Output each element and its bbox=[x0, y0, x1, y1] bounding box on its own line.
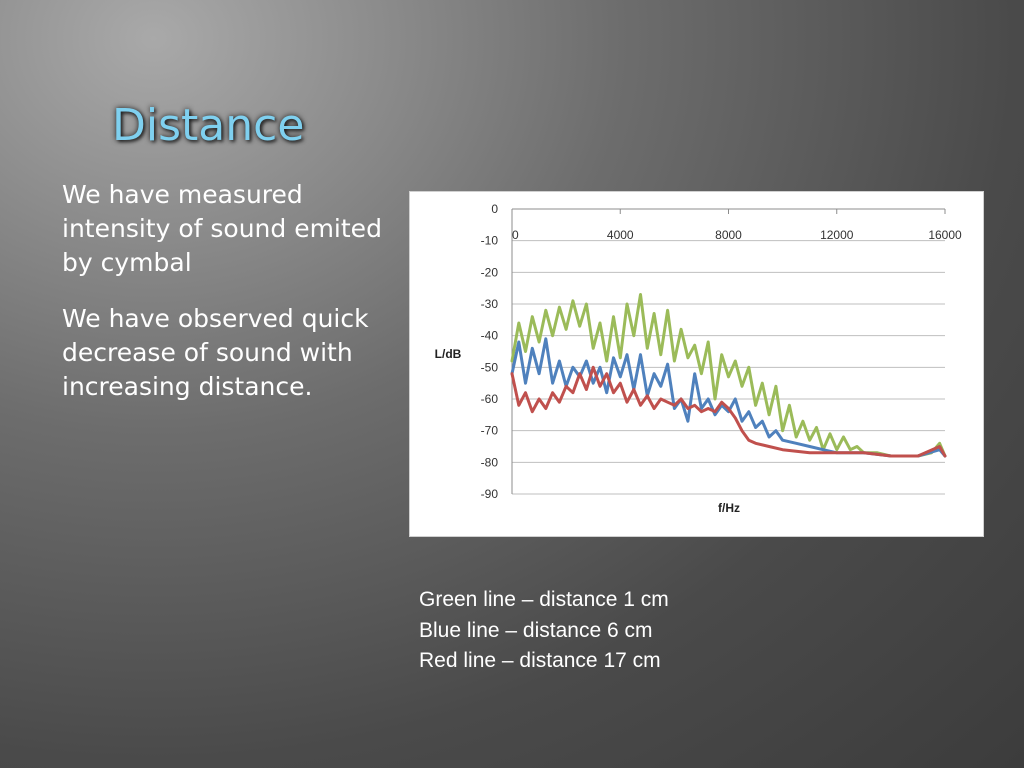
series-line-0 bbox=[510, 293, 947, 458]
x-tick-label: 12000 bbox=[820, 228, 854, 242]
bullet-item: We have observed quick decrease of sound… bbox=[62, 304, 369, 401]
x-tick-label: 16000 bbox=[928, 228, 962, 242]
note-red-line: Red line – distance 17 cm bbox=[419, 649, 661, 672]
y-tick-label: -50 bbox=[481, 360, 499, 374]
note-blue-line: Blue line – distance 6 cm bbox=[419, 618, 653, 642]
series-line-2 bbox=[510, 365, 947, 458]
frequency-level-chart: 0 -10 -20 -30 -40 -50 -60 -70 -80 -90 0 4000 8000 120… bbox=[435, 202, 962, 515]
x-tick-label: 4000 bbox=[607, 228, 634, 242]
x-tick-label: 8000 bbox=[715, 228, 742, 242]
slide-title: Distance bbox=[112, 100, 305, 151]
note-green-line: Green line – distance 1 cm bbox=[419, 588, 669, 611]
y-axis-title: L/dB bbox=[435, 347, 462, 361]
bullet-item: We have measured intensity of sound emit… bbox=[62, 180, 382, 277]
y-tick-label: -80 bbox=[481, 455, 499, 469]
series-line-1 bbox=[510, 337, 947, 458]
y-tick-label: 0 bbox=[491, 202, 498, 216]
y-tick-label: -40 bbox=[481, 329, 499, 343]
x-tick-label: 0 bbox=[512, 228, 519, 242]
x-axis-title: f/Hz bbox=[718, 501, 740, 515]
chart-container: 0 -10 -20 -30 -40 -50 -60 -70 -80 -90 0 4000 8000 120… bbox=[410, 192, 983, 536]
y-tick-label: -30 bbox=[481, 297, 499, 311]
y-tick-label: -20 bbox=[481, 265, 499, 279]
bullet-list: We have measured intensity of sound emit… bbox=[62, 178, 392, 426]
y-tick-label: -60 bbox=[481, 392, 499, 406]
y-tick-label: -90 bbox=[481, 487, 499, 501]
y-tick-label: -70 bbox=[481, 424, 499, 438]
line-legend-notes: Green line – distance 1 cm Blue line – d… bbox=[419, 585, 669, 677]
y-tick-label: -10 bbox=[481, 234, 499, 248]
